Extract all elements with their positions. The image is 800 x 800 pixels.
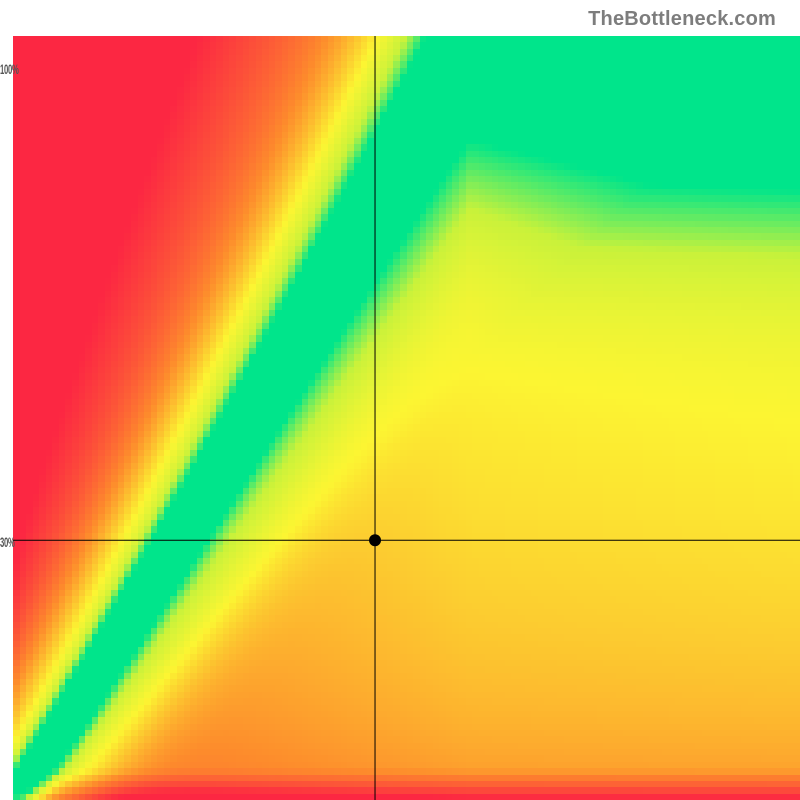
- ytick-100: 100%: [0, 61, 7, 77]
- watermark-text: TheBottleneck.com: [588, 8, 776, 31]
- ytick-30: 30%: [0, 534, 7, 550]
- bottleneck-heatmap: 100% 30%: [0, 0, 800, 800]
- heatmap-canvas: [0, 0, 800, 800]
